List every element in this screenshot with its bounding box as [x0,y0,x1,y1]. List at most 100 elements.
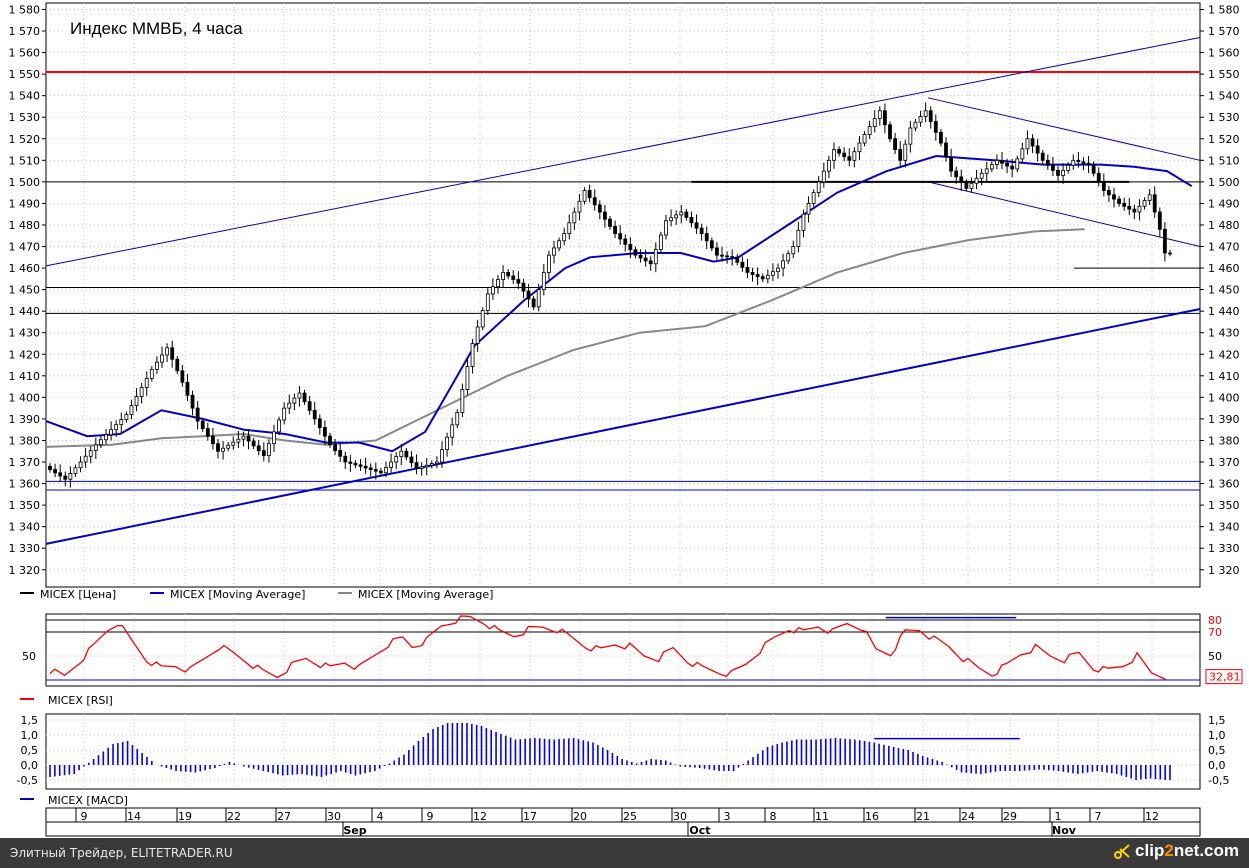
y-tick-label-left: 1 530 [9,111,41,124]
candle-body [669,217,673,222]
main-plot-frame [45,2,1201,588]
candle-body [1096,172,1101,183]
candle-body [725,255,729,258]
x-day-label: 20 [573,810,587,823]
candle-body [343,455,348,463]
candle-body [908,127,913,145]
candle-body [114,424,119,431]
y-tick-label-left: 1 560 [9,47,41,60]
candle-body [58,472,63,477]
candle-body [786,253,791,262]
scissors-icon [1114,844,1130,859]
candle-body [251,440,256,447]
candle-body [765,274,770,280]
candle-body [190,394,195,409]
candle-body [547,254,551,273]
candle-body [384,466,388,474]
candle-body [1091,164,1096,174]
candle-body [862,134,867,144]
candle-body [628,243,633,251]
y-tick-label-right: 1 320 [1208,564,1240,577]
macd-y-label-left: 0,0 [21,759,39,772]
candle-body [989,164,994,170]
y-tick-label-right: 1 400 [1208,391,1240,404]
y-tick-label-left: 1 460 [9,262,41,275]
candle-body [857,142,862,153]
candle-body [53,469,57,474]
y-tick-label-left: 1 510 [9,154,41,167]
candle-body [68,473,73,480]
x-day-label: 9 [427,810,434,823]
candle-body [827,159,831,172]
candle-body [801,213,806,231]
candle-body [949,156,953,172]
candle-body [715,247,719,256]
candle-body [913,121,918,129]
candle-body [155,361,159,370]
x-day-label: 4 [377,810,384,823]
x-day-label: 3 [724,810,731,823]
candle-body [893,138,897,150]
candle-body [475,326,480,344]
candle-body [745,266,750,273]
y-tick-label-left: 1 450 [9,284,41,297]
candle-body [867,126,872,135]
candle-body [353,463,358,466]
macd-y-label-right: 0,0 [1208,759,1226,772]
x-day-label: 27 [277,810,291,823]
candle-body [979,172,984,179]
candle-body [1127,205,1132,210]
candle-body [394,456,399,463]
candle-body [704,233,709,242]
y-tick-label-right: 1 520 [1208,133,1240,146]
candle-body [78,461,83,469]
candle-body [246,435,251,442]
candle-body [414,462,419,469]
candle-body [699,227,704,234]
x-day-label: 17 [523,810,537,823]
y-tick-label-right: 1 470 [1208,241,1240,254]
candle-body [399,450,404,458]
candle-body [1005,162,1009,167]
candle-body [302,392,307,403]
legend-label: MICEX [Moving Average] [358,588,493,601]
candle-body [1015,158,1020,170]
y-tick-label-left: 1 400 [9,391,41,404]
candle-body [516,279,521,284]
chart-title: Индекс ММВБ, 4 часа [70,19,243,38]
candle-body [292,397,297,404]
y-tick-label-left: 1 430 [9,327,41,340]
y-tick-label-left: 1 470 [9,241,41,254]
candle-body [277,419,281,433]
x-day-label: 22 [227,810,241,823]
candle-body [923,110,928,117]
candle-body [694,222,699,229]
candle-body [307,401,312,411]
candle-body [200,420,205,430]
y-tick-label-right: 1 390 [1208,413,1240,426]
candle-body [613,225,617,234]
trendline [45,308,1201,545]
candle-body [338,450,343,457]
candle-body [1163,228,1167,254]
candle-body [603,211,607,220]
logo-text: clip2net.com [1135,841,1239,860]
y-tick-label-left: 1 390 [9,413,41,426]
candle-body [129,405,134,416]
candle-body [872,118,877,127]
candle-body [185,381,190,396]
rsi-y-label-left: 50 [22,650,36,663]
candle-body [470,343,475,367]
candle-body [684,211,689,218]
candle-body [165,347,169,356]
candle-body [1061,169,1065,176]
x-day-label: 24 [961,810,975,823]
candle-body [974,177,979,184]
candle-body [83,455,88,463]
candle-body [933,121,938,133]
candle-body [99,439,103,446]
y-tick-label-right: 1 460 [1208,262,1240,275]
candle-body [93,444,98,451]
candle-body [368,467,373,470]
